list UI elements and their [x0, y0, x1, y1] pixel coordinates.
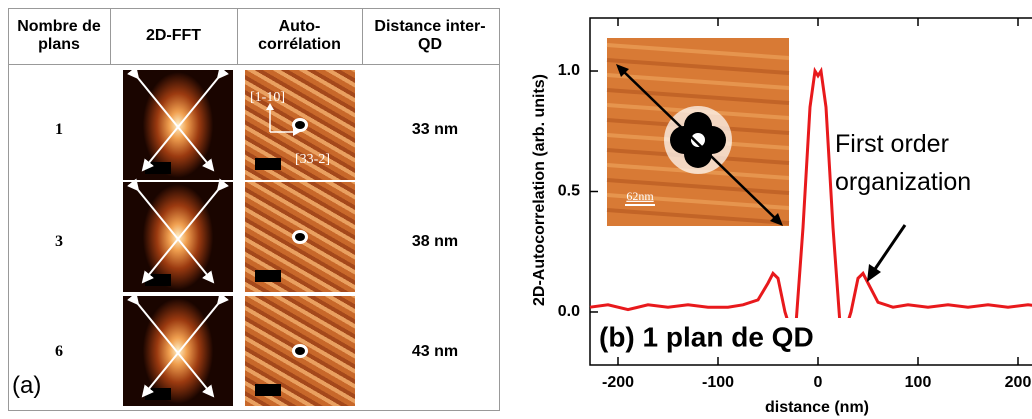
y-tick-label: 1.0	[558, 62, 580, 79]
header: Nombre de plans	[17, 18, 101, 53]
x-tick-label: 0	[814, 374, 823, 391]
inset-arrow	[619, 67, 780, 223]
inset-texture	[606, 43, 790, 60]
autocorrelation-image	[245, 296, 355, 406]
x-axis-title: distance (nm)	[765, 399, 869, 416]
y-tick-label: 0.5	[558, 183, 580, 200]
panel-label: (b) 1 plan de QD	[599, 321, 814, 352]
header: 2D-FFT	[145, 27, 202, 44]
inset: 62nm	[606, 38, 790, 226]
fft-arrows	[127, 70, 229, 398]
inset-texture	[606, 58, 790, 75]
y-tick-label: 0.0	[558, 303, 580, 320]
inset-texture	[606, 73, 790, 90]
label-bg	[597, 318, 887, 356]
inset-scale-label: 62nm	[626, 189, 654, 203]
line	[589, 66, 1032, 335]
table-panel	[8, 8, 500, 411]
x-tick-label: -200	[602, 374, 634, 391]
autocorrelation-image	[245, 182, 355, 292]
plans: 3	[55, 233, 63, 250]
autocorrelation-image	[245, 70, 355, 180]
header: Distance inter-QD	[374, 18, 486, 53]
x-tick-label: 200	[1005, 374, 1032, 391]
row-line	[8, 64, 500, 65]
col-line	[362, 8, 363, 64]
header: Auto-corrélation	[258, 18, 341, 53]
inset-center	[691, 133, 705, 147]
annotation: First order organization	[835, 130, 972, 196]
arrow-head	[867, 264, 881, 282]
annotation-arrow	[871, 224, 907, 273]
direction-label: [1-10]	[250, 90, 285, 105]
direction-label: [33-2]	[295, 152, 330, 167]
distance: 33 nm	[411, 121, 459, 138]
panel-label: (a)	[12, 372, 42, 399]
col-line	[110, 8, 111, 64]
distance: 43 nm	[411, 343, 459, 360]
inset-lobe	[684, 112, 712, 140]
chart: 2D-Autocorrelation (arb. units) distance…	[531, 17, 1032, 416]
inset-texture	[606, 88, 790, 105]
col-line	[237, 8, 238, 64]
inset-texture	[606, 208, 790, 225]
plans: 6	[55, 343, 63, 360]
inset-texture	[606, 193, 790, 210]
x-tick-label: 100	[905, 374, 932, 391]
inset-lobe	[684, 140, 712, 168]
inset-texture	[606, 178, 790, 195]
y-axis-title: 2D-Autocorrelation (arb. units)	[531, 74, 548, 306]
direction-arrows	[266, 103, 300, 136]
plans: 1	[55, 121, 63, 138]
annotation-box: First order organization	[835, 130, 972, 196]
distance: 38 nm	[411, 233, 459, 250]
x-tick-label: -100	[702, 374, 734, 391]
